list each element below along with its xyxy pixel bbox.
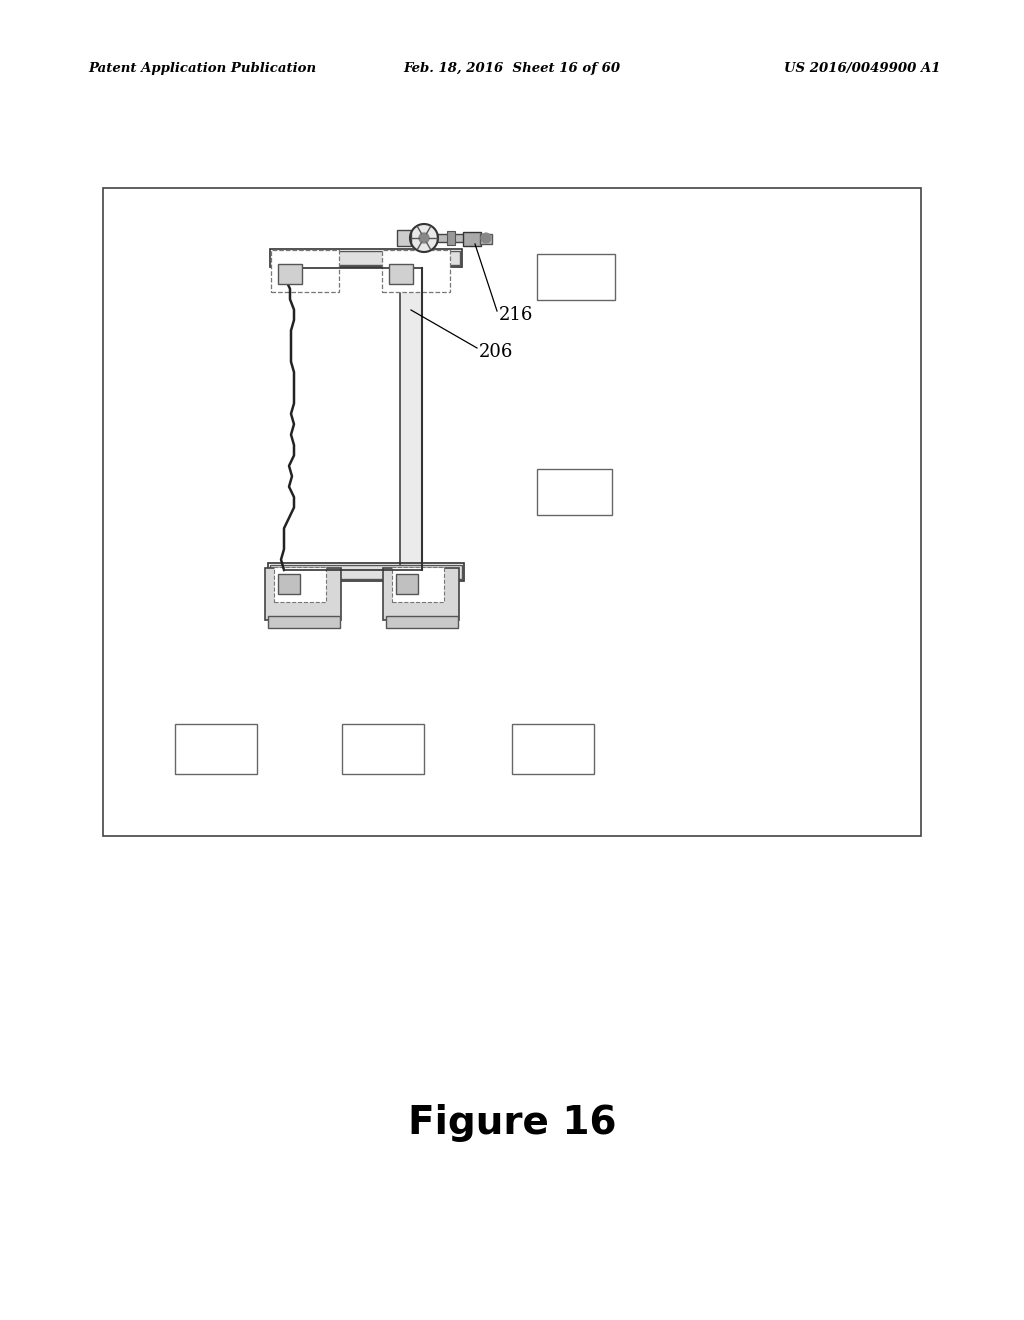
Text: 216: 216 <box>499 306 534 323</box>
Circle shape <box>419 234 429 243</box>
Bar <box>447 231 455 246</box>
Bar <box>382 249 450 292</box>
Text: US 2016/0049900 A1: US 2016/0049900 A1 <box>783 62 940 75</box>
Bar <box>389 264 413 284</box>
Bar <box>271 249 339 292</box>
Bar <box>383 568 459 620</box>
Bar <box>265 568 341 620</box>
Circle shape <box>481 234 490 243</box>
Bar <box>463 232 481 246</box>
Bar <box>480 234 492 244</box>
Text: Patent Application Publication: Patent Application Publication <box>88 62 316 75</box>
Bar <box>103 187 921 836</box>
Bar <box>175 723 257 774</box>
Bar <box>537 469 612 515</box>
Bar <box>270 249 462 267</box>
Bar <box>278 574 300 594</box>
Text: Feb. 18, 2016  Sheet 16 of 60: Feb. 18, 2016 Sheet 16 of 60 <box>403 62 621 75</box>
Bar <box>537 253 615 300</box>
Bar <box>268 616 340 628</box>
Bar <box>400 265 422 572</box>
Bar <box>392 568 444 602</box>
Bar <box>437 234 465 242</box>
Bar <box>270 565 462 579</box>
Bar <box>397 230 411 246</box>
Bar <box>268 564 464 581</box>
Bar <box>386 616 458 628</box>
Circle shape <box>410 224 438 252</box>
Bar <box>396 574 418 594</box>
Text: 206: 206 <box>479 343 513 360</box>
Bar <box>274 568 326 602</box>
Bar <box>342 723 424 774</box>
Bar <box>512 723 594 774</box>
Bar <box>272 251 460 265</box>
Text: Figure 16: Figure 16 <box>408 1104 616 1142</box>
Bar <box>278 264 302 284</box>
